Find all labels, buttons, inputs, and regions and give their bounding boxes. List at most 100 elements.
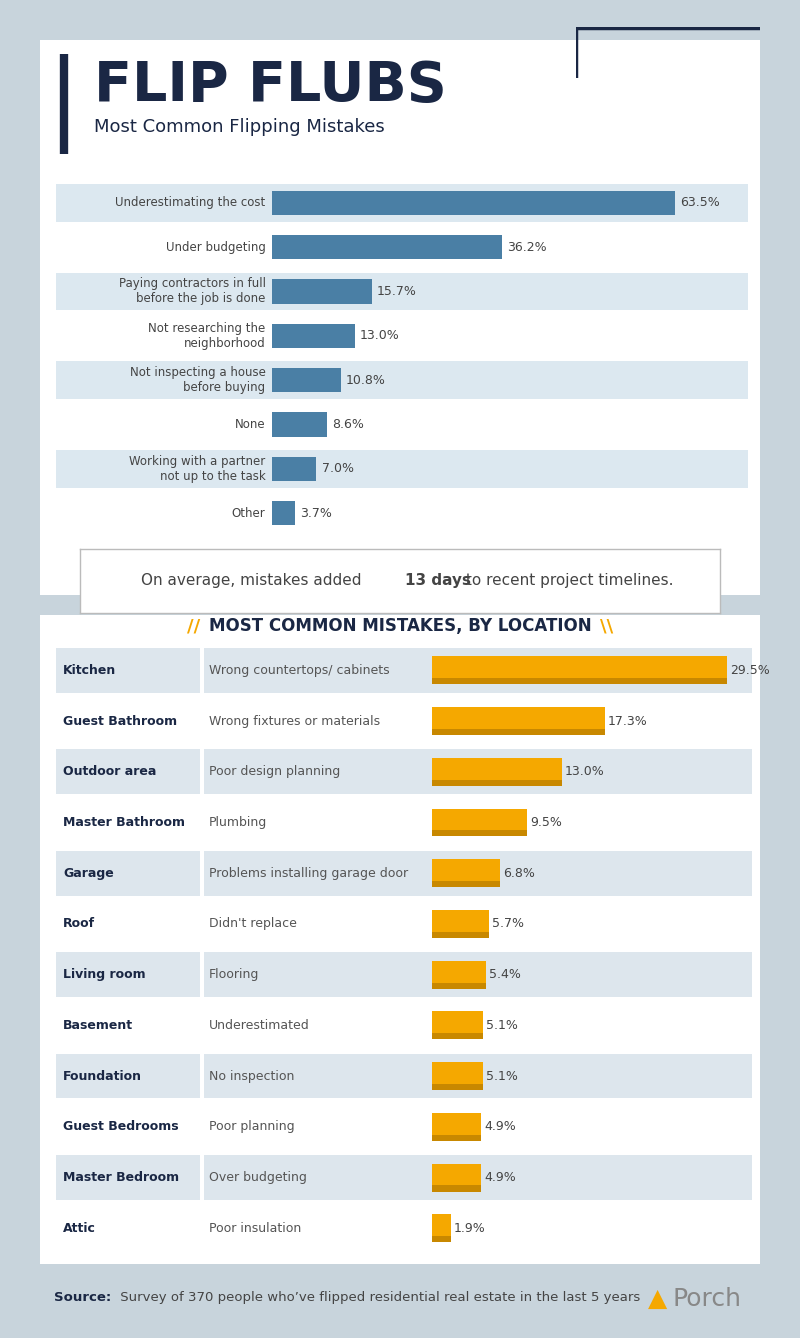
Bar <box>432 780 562 785</box>
Bar <box>272 324 354 348</box>
Bar <box>432 757 562 785</box>
Text: 4.9%: 4.9% <box>484 1171 516 1184</box>
Text: 13 days: 13 days <box>405 573 471 589</box>
Bar <box>204 1054 432 1098</box>
Bar <box>56 648 200 693</box>
Text: Paying contractors in full
before the job is done: Paying contractors in full before the jo… <box>118 277 266 305</box>
Text: Poor design planning: Poor design planning <box>209 765 340 779</box>
Text: FLIP FLUBS: FLIP FLUBS <box>94 59 446 112</box>
Text: Not researching the
neighborhood: Not researching the neighborhood <box>148 321 266 349</box>
Bar <box>432 982 486 989</box>
Text: Under budgeting: Under budgeting <box>166 241 266 254</box>
Bar <box>432 1185 481 1192</box>
Bar <box>432 1084 483 1090</box>
Bar <box>56 361 272 399</box>
Bar <box>204 953 432 997</box>
Text: Attic: Attic <box>63 1222 96 1235</box>
Bar <box>432 1062 483 1090</box>
Bar <box>56 450 272 487</box>
Text: 17.3%: 17.3% <box>608 714 648 728</box>
Text: MOST COMMON MISTAKES, BY LOCATION: MOST COMMON MISTAKES, BY LOCATION <box>209 617 591 636</box>
Bar <box>272 456 317 480</box>
Text: Wrong countertops/ cabinets: Wrong countertops/ cabinets <box>209 664 389 677</box>
Text: Not inspecting a house
before buying: Not inspecting a house before buying <box>130 367 266 395</box>
Text: Wrong fixtures or materials: Wrong fixtures or materials <box>209 714 380 728</box>
Bar <box>432 859 500 887</box>
Text: 13.0%: 13.0% <box>565 765 605 779</box>
Bar <box>272 361 748 399</box>
Text: Garage: Garage <box>63 867 114 879</box>
Text: Underestimating the cost: Underestimating the cost <box>115 197 266 209</box>
Bar <box>432 910 489 938</box>
Text: 36.2%: 36.2% <box>507 241 546 254</box>
Bar <box>432 1215 451 1242</box>
Text: None: None <box>235 417 266 431</box>
Text: Other: Other <box>232 507 266 519</box>
Bar <box>432 1113 481 1141</box>
Text: to recent project timelines.: to recent project timelines. <box>462 573 674 589</box>
Bar <box>272 235 502 260</box>
Text: Outdoor area: Outdoor area <box>63 765 157 779</box>
Text: On average, mistakes added: On average, mistakes added <box>141 573 366 589</box>
Text: Most Common Flipping Mistakes: Most Common Flipping Mistakes <box>94 118 385 136</box>
Text: Master Bedroom: Master Bedroom <box>63 1171 179 1184</box>
Bar <box>272 190 675 215</box>
Text: 6.8%: 6.8% <box>503 867 535 879</box>
Bar <box>432 1054 752 1098</box>
Text: Poor insulation: Poor insulation <box>209 1222 301 1235</box>
Text: 29.5%: 29.5% <box>730 664 770 677</box>
Bar <box>56 1054 200 1098</box>
Bar <box>272 368 341 392</box>
Text: Source:: Source: <box>54 1291 112 1303</box>
Bar <box>432 749 752 793</box>
Bar <box>432 706 605 735</box>
Text: Survey of 370 people who’ve flipped residential real estate in the last 5 years: Survey of 370 people who’ve flipped resi… <box>115 1291 640 1303</box>
Bar <box>432 1155 752 1200</box>
Text: 5.1%: 5.1% <box>486 1069 518 1082</box>
Text: ▲: ▲ <box>648 1287 668 1311</box>
Bar <box>432 1012 483 1040</box>
Bar <box>432 851 752 895</box>
Text: 5.7%: 5.7% <box>492 918 524 930</box>
Text: Foundation: Foundation <box>63 1069 142 1082</box>
Bar <box>272 273 748 310</box>
Bar <box>56 183 272 222</box>
Text: Plumbing: Plumbing <box>209 816 267 830</box>
Text: Flooring: Flooring <box>209 969 259 981</box>
Text: Basement: Basement <box>63 1020 134 1032</box>
Text: Underestimated: Underestimated <box>209 1020 310 1032</box>
Text: Living room: Living room <box>63 969 146 981</box>
Text: 5.4%: 5.4% <box>489 969 521 981</box>
Bar <box>432 1236 451 1242</box>
Text: Roof: Roof <box>63 918 95 930</box>
Bar <box>432 931 489 938</box>
Text: Kitchen: Kitchen <box>63 664 117 677</box>
Bar <box>204 648 432 693</box>
Bar <box>56 953 200 997</box>
Bar <box>56 749 200 793</box>
Text: //: // <box>187 617 200 636</box>
Bar <box>432 1135 481 1141</box>
Text: No inspection: No inspection <box>209 1069 294 1082</box>
Text: Problems installing garage door: Problems installing garage door <box>209 867 408 879</box>
Text: Poor planning: Poor planning <box>209 1120 294 1133</box>
Text: 63.5%: 63.5% <box>680 197 720 209</box>
Text: Working with a partner
not up to the task: Working with a partner not up to the tas… <box>130 455 266 483</box>
Text: 3.7%: 3.7% <box>301 507 333 519</box>
Bar <box>272 280 372 304</box>
Text: Guest Bedrooms: Guest Bedrooms <box>63 1120 179 1133</box>
Text: 9.5%: 9.5% <box>530 816 562 830</box>
Bar <box>432 657 727 684</box>
Bar <box>204 851 432 895</box>
Bar <box>432 831 527 836</box>
Bar <box>432 961 486 989</box>
Bar <box>432 1164 481 1192</box>
Bar <box>204 749 432 793</box>
Bar <box>56 851 200 895</box>
Bar <box>272 183 748 222</box>
Text: 15.7%: 15.7% <box>377 285 417 298</box>
Bar <box>56 273 272 310</box>
Text: Didn't replace: Didn't replace <box>209 918 297 930</box>
Bar <box>432 1033 483 1040</box>
Text: 1.9%: 1.9% <box>454 1222 486 1235</box>
